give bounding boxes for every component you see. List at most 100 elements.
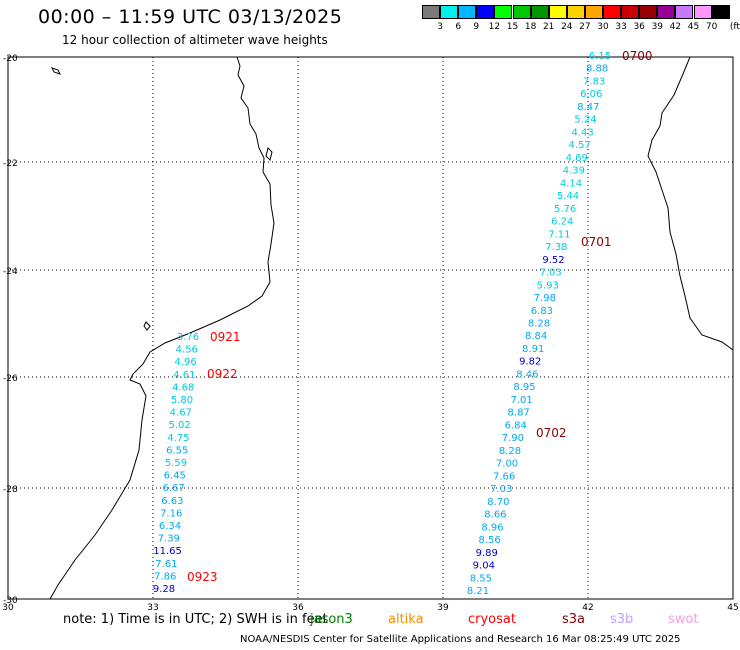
time-label: 0921 xyxy=(210,330,241,344)
colorbar-label: 70 xyxy=(705,22,718,32)
satellite-legend-item: swot xyxy=(668,612,699,627)
wave-height-label: 5.24 xyxy=(574,115,596,126)
wave-height-label: 8.96 xyxy=(481,522,503,533)
colorbar-swatch xyxy=(675,5,694,19)
wave-height-label: 8.87 xyxy=(508,408,530,419)
wave-height-label: 8.88 xyxy=(586,64,608,75)
footer-note-row: note: 1) Time is in UTC; 2) SWH is in fe… xyxy=(0,612,740,632)
colorbar-label: 24 xyxy=(561,22,573,32)
colorbar-swatch xyxy=(548,5,567,19)
time-label: 0700 xyxy=(622,49,653,63)
lat-tick-label: -30 xyxy=(3,596,18,606)
lat-tick-label: -22 xyxy=(3,159,18,169)
wave-height-label: 7.66 xyxy=(493,471,515,482)
wave-height-label: 7.11 xyxy=(548,229,570,240)
wave-height-label: 6.55 xyxy=(166,445,188,456)
colorbar-label: 9 xyxy=(473,22,480,32)
coastline-madagascar xyxy=(647,56,734,351)
wave-height-label: 8.46 xyxy=(516,369,538,380)
wave-height-label: 6.15 xyxy=(589,51,611,62)
time-label: 0922 xyxy=(207,367,238,381)
wave-height-label: 6.06 xyxy=(580,89,602,100)
wave-height-label: 7.03 xyxy=(539,268,561,279)
wave-height-label: 8.28 xyxy=(528,319,550,330)
wave-height-label: 5.80 xyxy=(171,395,193,406)
wave-height-label: 9.04 xyxy=(473,561,495,572)
wave-height-label: 7.01 xyxy=(510,395,532,406)
satellite-legend-item: altika xyxy=(388,612,424,627)
colorbar-swatch xyxy=(711,5,730,19)
wave-height-label: 6.67 xyxy=(162,483,184,494)
colorbar-swatch xyxy=(494,5,513,19)
wave-height-label: 7.86 xyxy=(154,571,176,582)
wave-height-label: 4.67 xyxy=(170,408,192,419)
wave-height-label: 4.43 xyxy=(571,127,593,138)
wave-height-label: 6.45 xyxy=(164,471,186,482)
wave-height-label: 9.28 xyxy=(153,584,175,595)
page-subtitle: 12 hour collection of altimeter wave hei… xyxy=(62,33,328,47)
colorbar-swatch xyxy=(512,5,531,19)
map-frame xyxy=(7,56,734,600)
satellite-legend-item: jason3 xyxy=(310,612,353,627)
wave-height-label: 11.65 xyxy=(153,546,182,557)
colorbar-label: 12 xyxy=(488,22,501,32)
island-outline xyxy=(51,67,61,75)
lon-tick-label: 39 xyxy=(437,603,449,613)
wave-height-label: 4.39 xyxy=(563,166,585,177)
lon-tick-label: 45 xyxy=(727,603,738,613)
lon-tick-label: 42 xyxy=(582,603,593,613)
colorbar-swatch xyxy=(584,5,603,19)
colorbar-swatch xyxy=(693,5,712,19)
lat-tick-label: -24 xyxy=(3,267,18,277)
island-outline xyxy=(143,321,151,331)
colorbar-label: 18 xyxy=(524,22,537,32)
colorbar-swatch xyxy=(440,5,459,19)
wave-height-label: 7.00 xyxy=(496,459,518,470)
wave-height-label: 5.44 xyxy=(557,191,579,202)
wave-height-label: 8.28 xyxy=(499,446,521,457)
colorbar-swatch xyxy=(639,5,658,19)
colorbar-swatch xyxy=(422,5,441,19)
wave-height-label: 4.75 xyxy=(167,433,189,444)
wave-height-label: 4.96 xyxy=(174,357,196,368)
wave-height-label: 6.24 xyxy=(551,217,573,228)
wave-height-label: 7.83 xyxy=(583,76,605,87)
colorbar-label: 36 xyxy=(633,22,645,32)
wave-height-label: 9.82 xyxy=(519,357,541,368)
wave-height-label: 7.16 xyxy=(160,508,182,519)
colorbar-label: 6 xyxy=(455,22,462,32)
wave-height-label: 8.21 xyxy=(467,586,489,597)
page-title: 00:00 – 11:59 UTC 03/13/2025 xyxy=(38,6,343,28)
wave-height-label: 7.03 xyxy=(490,484,512,495)
wave-height-label: 9.89 xyxy=(476,548,498,559)
wave-height-label: 6.34 xyxy=(159,521,181,532)
island-outline xyxy=(265,147,273,161)
wave-height-label: 5.02 xyxy=(168,420,190,431)
colorbar-swatch xyxy=(657,5,676,19)
wave-height-label: 8.84 xyxy=(525,331,547,342)
wave-height-label: 4.14 xyxy=(560,178,582,189)
wave-height-label: 4.68 xyxy=(172,382,194,393)
satellite-legend-item: s3a xyxy=(562,612,586,627)
time-label: 0702 xyxy=(536,426,567,440)
wave-height-label: 7.38 xyxy=(545,242,567,253)
wave-height-label: 7.98 xyxy=(534,293,556,304)
wave-height-label: 7.61 xyxy=(155,559,177,570)
wave-height-label: 6.63 xyxy=(161,496,183,507)
satellite-legend-item: s3b xyxy=(610,612,634,627)
colorbar-swatch xyxy=(530,5,549,19)
wave-height-label: 8.70 xyxy=(487,497,509,508)
coastline-africa xyxy=(49,56,275,600)
wave-height-label: 5.76 xyxy=(554,204,576,215)
wave-height-label: 4.57 xyxy=(569,140,591,151)
colorbar-swatch xyxy=(458,5,477,19)
satellite-legend-item: cryosat xyxy=(468,612,516,627)
wave-height-label: 8.91 xyxy=(522,344,544,355)
wave-height-label: 4.61 xyxy=(173,370,195,381)
lat-tick-label: -26 xyxy=(3,374,18,384)
colorbar-swatch xyxy=(476,5,495,19)
wave-height-label: 5.59 xyxy=(165,458,187,469)
wave-height-label: 9.52 xyxy=(542,255,564,266)
colorbar-label: 15 xyxy=(506,22,519,32)
